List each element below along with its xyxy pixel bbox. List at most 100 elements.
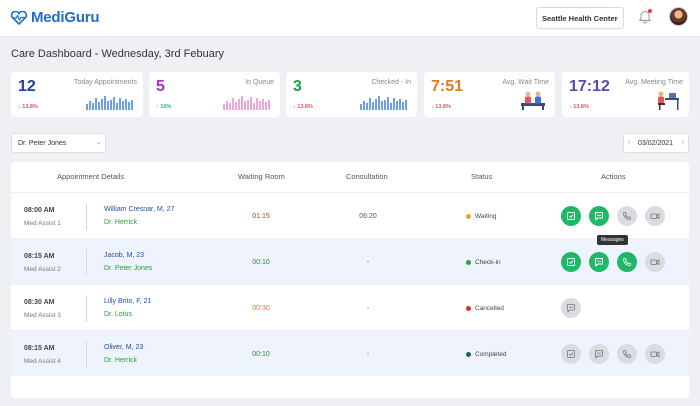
date-picker[interactable]: ‹ 03/02/2021 › xyxy=(623,133,689,153)
stat-card-avg-meeting-time: 17:12 Avg. Meeting Time ↓ 13.8% xyxy=(562,72,689,117)
message-button[interactable] xyxy=(589,206,609,226)
divider xyxy=(86,203,87,230)
date-value: 03/02/2021 xyxy=(638,140,674,147)
mini-bar xyxy=(128,102,130,110)
arrow-up-icon: ↑ xyxy=(156,104,161,110)
table-row[interactable]: 08:30 AM Med Assist 3 Lilly Brito, F, 21… xyxy=(11,284,689,330)
table-row[interactable]: 08:00 AM Med Assist 1 William Cresnar, M… xyxy=(11,192,689,238)
appointment-time: 08:15 AM xyxy=(24,253,55,260)
mini-bar xyxy=(393,98,395,110)
waiting-people-illustration xyxy=(521,91,545,110)
mini-bar xyxy=(366,103,368,110)
video-camera-icon xyxy=(650,351,660,358)
mini-bar xyxy=(375,99,377,110)
video-call-button[interactable] xyxy=(645,344,665,364)
message-icon xyxy=(567,304,575,313)
logo[interactable]: MediGuru xyxy=(10,9,100,26)
arrow-down-icon: ↓ xyxy=(569,104,574,110)
meeting-desk-illustration xyxy=(658,91,679,110)
mini-bar xyxy=(241,96,243,110)
mini-bar xyxy=(372,102,374,110)
patient-name[interactable]: William Cresnar, M, 27 xyxy=(104,206,175,213)
message-icon xyxy=(595,350,603,359)
mini-bar xyxy=(396,101,398,110)
chevron-right-icon[interactable]: › xyxy=(681,139,684,146)
checkin-button[interactable] xyxy=(561,206,581,226)
chevron-down-icon: ⌄ xyxy=(613,15,619,22)
status-dot xyxy=(466,260,471,265)
appointment-time: 08:30 AM xyxy=(24,299,55,306)
logo-text: MediGuru xyxy=(31,9,100,26)
med-assist: Med Assist 2 xyxy=(24,266,61,273)
message-button[interactable] xyxy=(589,344,609,364)
mini-bar xyxy=(122,101,124,110)
status-badge: Completed xyxy=(466,351,506,358)
mini-bar xyxy=(89,101,91,110)
call-button[interactable] xyxy=(617,344,637,364)
top-bar: MediGuru Seattle Health Center ⌄ xyxy=(0,0,700,37)
table-row[interactable]: 08:15 AM Med Assist 4 Oliver, M, 23 Dr. … xyxy=(11,330,689,376)
patient-name[interactable]: Oliver, M, 23 xyxy=(104,344,144,351)
consultation-time: - xyxy=(366,259,370,266)
call-button[interactable] xyxy=(617,206,637,226)
health-center-select[interactable]: Seattle Health Center ⌄ xyxy=(536,7,624,29)
checkin-button[interactable] xyxy=(561,252,581,272)
bell-icon[interactable] xyxy=(638,10,652,24)
stat-delta: ↑ 10% xyxy=(156,104,172,110)
waiting-time: 01:15 xyxy=(252,213,270,220)
patient-name[interactable]: Jacob, M, 23 xyxy=(104,252,145,259)
mini-bar-chart xyxy=(86,96,133,110)
video-call-button[interactable] xyxy=(645,252,665,272)
mini-bar xyxy=(384,100,386,110)
mini-bar xyxy=(247,100,249,110)
checkin-icon xyxy=(567,350,575,358)
mini-bar xyxy=(131,100,133,110)
status-badge: Check-in xyxy=(466,259,501,266)
video-camera-icon xyxy=(650,259,660,266)
waiting-time: 00:10 xyxy=(252,259,270,266)
video-call-button[interactable] xyxy=(645,206,665,226)
mini-bar xyxy=(119,98,121,110)
mini-bar xyxy=(387,97,389,110)
stat-delta: ↓ 13.8% xyxy=(431,104,451,110)
mini-bar xyxy=(229,103,231,110)
stat-delta: ↓ 13.8% xyxy=(18,104,38,110)
message-button[interactable] xyxy=(589,252,609,272)
phone-icon xyxy=(623,258,631,266)
doctor-select[interactable]: Dr. Peter Jones ⌄ xyxy=(11,133,106,153)
status-dot xyxy=(466,306,471,311)
checkin-button[interactable] xyxy=(561,344,581,364)
avatar[interactable] xyxy=(669,7,688,26)
heartbeat-logo-icon xyxy=(10,10,28,25)
call-button[interactable] xyxy=(617,252,637,272)
stat-value: 5 xyxy=(156,78,165,95)
mini-bar xyxy=(95,98,97,110)
chevron-down-icon: ⌄ xyxy=(95,140,101,146)
table-row[interactable]: 08:15 AM Med Assist 2 Jacob, M, 23 Dr. P… xyxy=(11,235,689,284)
mini-bar xyxy=(116,103,118,110)
mini-bar xyxy=(369,98,371,110)
phone-icon xyxy=(623,212,631,220)
doctor-name: Dr. Lotus xyxy=(104,311,133,318)
stat-card-today-appointments: 12 Today Appointments ↓ 13.8% xyxy=(11,72,143,117)
column-header-consultation: Consultation xyxy=(346,172,388,181)
stat-label: Avg. Meeting Time xyxy=(625,79,683,86)
status-dot xyxy=(466,352,471,357)
mini-bar xyxy=(98,102,100,110)
appointment-time: 08:00 AM xyxy=(24,207,55,214)
patient-name[interactable]: Lilly Brito, F, 21 xyxy=(104,298,152,305)
chevron-left-icon[interactable]: ‹ xyxy=(628,139,631,146)
stat-value: 17:12 xyxy=(569,78,610,95)
appointment-time: 08:15 AM xyxy=(24,345,55,352)
mini-bar xyxy=(250,97,252,110)
stat-value: 12 xyxy=(18,78,36,95)
mini-bar xyxy=(253,103,255,110)
mini-bar xyxy=(256,98,258,110)
message-button[interactable] xyxy=(561,298,581,318)
stat-label: Checked - In xyxy=(371,79,411,86)
mini-bar xyxy=(101,99,103,110)
messages-tooltip: Messages xyxy=(597,235,628,245)
mini-bar xyxy=(360,104,362,110)
mini-bar xyxy=(113,97,115,110)
message-icon xyxy=(595,212,603,221)
